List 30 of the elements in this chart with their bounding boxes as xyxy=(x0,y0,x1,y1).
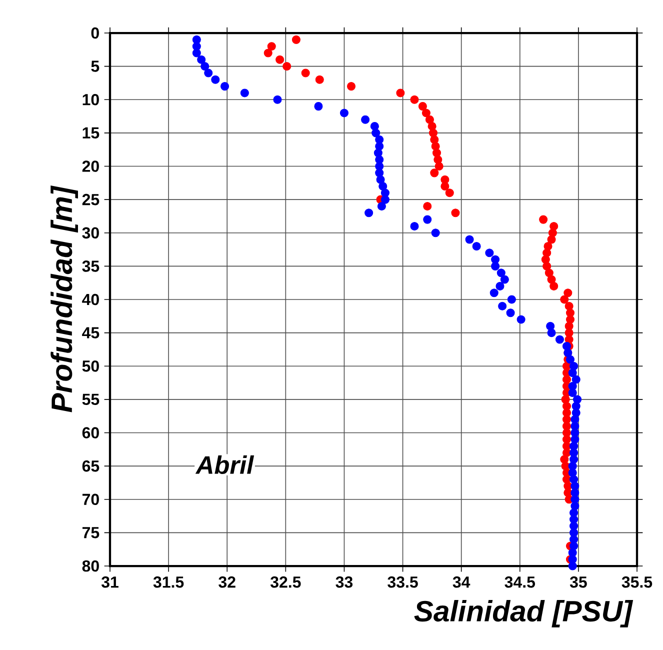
y-tick-label: 75 xyxy=(82,527,100,538)
y-tick-label: 50 xyxy=(82,360,99,372)
x-tick-label: 34.5 xyxy=(504,576,536,588)
x-tick-label: 31.5 xyxy=(153,576,184,588)
y-tick-label: 35 xyxy=(82,260,100,272)
x-tick-label: 32 xyxy=(218,576,236,588)
y-tick-label: 15 xyxy=(82,127,100,139)
y-tick-label: 30 xyxy=(82,227,99,239)
x-tick-label: 34 xyxy=(452,576,470,588)
y-tick-label: 10 xyxy=(82,94,99,106)
x-tick-label: 33.5 xyxy=(388,576,418,588)
x-tick-label: 33 xyxy=(336,576,353,588)
y-tick-label: 40 xyxy=(82,294,99,306)
x-tick-label: 35 xyxy=(570,576,587,588)
y-tick-label: 0 xyxy=(91,27,99,39)
y-axis-title: Profundidad [m] xyxy=(50,185,78,412)
annotation: Abril xyxy=(195,455,254,474)
y-tick-label: 55 xyxy=(82,394,100,406)
y-tick-label: 5 xyxy=(91,60,100,72)
y-tick-label: 45 xyxy=(82,327,100,338)
y-tick-label: 80 xyxy=(82,560,99,572)
x-tick-label: 31 xyxy=(101,576,118,588)
y-tick-label: 60 xyxy=(82,427,99,438)
y-tick-label: 65 xyxy=(82,460,100,472)
x-tick-label: 32.5 xyxy=(270,576,301,588)
y-tick-label: 70 xyxy=(82,494,99,506)
x-tick-label: 35.5 xyxy=(622,576,652,588)
x-axis-title: Salinidad [PSU] xyxy=(414,600,634,628)
y-tick-label: 25 xyxy=(82,194,100,206)
y-tick-label: 20 xyxy=(82,160,99,172)
